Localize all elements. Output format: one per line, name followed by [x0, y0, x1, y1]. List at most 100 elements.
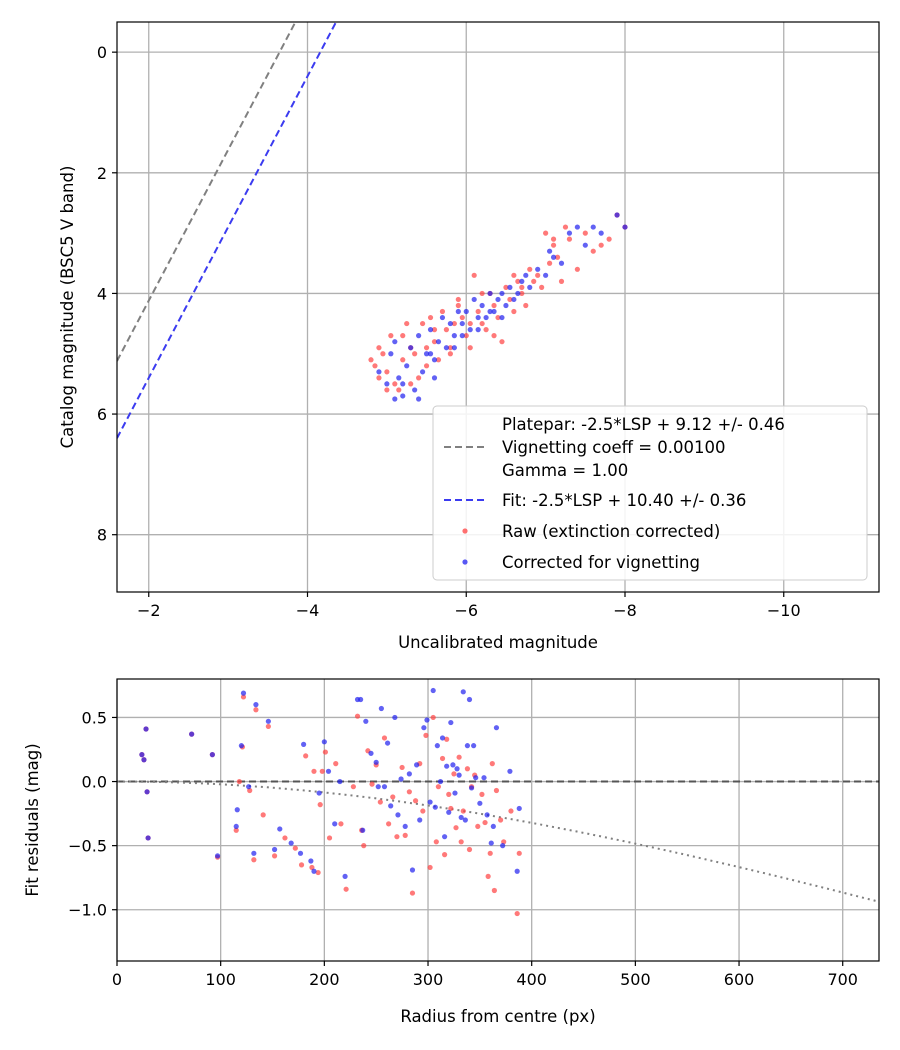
raw-point	[384, 387, 390, 393]
raw-residual-point	[354, 713, 361, 719]
corrected-point	[396, 375, 402, 381]
corrected-point	[412, 387, 418, 393]
bottom-x-tick-label: 100	[205, 970, 236, 989]
raw-residual-point	[319, 768, 325, 774]
raw-residual-point	[491, 887, 497, 894]
corrected-point	[427, 327, 434, 333]
corrected-point	[503, 302, 509, 309]
raw-residual-point	[453, 825, 459, 831]
corrected-residual-point	[240, 690, 247, 696]
corrected-residual-point	[448, 719, 454, 726]
corrected-point	[546, 248, 553, 254]
bottom-x-tick-label: 500	[620, 970, 651, 989]
raw-point	[562, 224, 569, 230]
raw-residual-point	[479, 791, 485, 797]
corrected-residual-point	[189, 731, 195, 737]
corrected-point	[392, 396, 398, 402]
corrected-point	[435, 339, 442, 345]
corrected-point	[459, 333, 465, 339]
corrected-residual-point	[332, 821, 338, 827]
raw-point	[479, 320, 485, 327]
corrected-residual-point	[473, 775, 479, 781]
corrected-residual-point	[493, 725, 500, 731]
top-y-tick-label: 2	[97, 164, 107, 183]
raw-residual-point	[271, 853, 278, 859]
raw-point	[519, 284, 525, 290]
raw-residual-point	[456, 754, 462, 760]
raw-point	[491, 302, 497, 309]
raw-point	[431, 327, 438, 333]
raw-point	[400, 357, 406, 363]
raw-point	[539, 284, 545, 290]
raw-point	[447, 351, 453, 357]
platepar-line	[117, 22, 297, 362]
corrected-residual-point	[141, 757, 147, 763]
corrected-residual-point	[368, 750, 374, 756]
raw-residual-point	[381, 735, 388, 741]
raw-point	[423, 363, 430, 369]
corrected-point	[491, 308, 497, 315]
raw-point	[523, 302, 529, 309]
corrected-point	[467, 327, 473, 333]
raw-point	[455, 296, 461, 303]
corrected-residual-point	[402, 823, 408, 830]
top-x-axis-label: Uncalibrated magnitude	[398, 633, 598, 652]
corrected-residual-point	[452, 790, 458, 796]
raw-point	[380, 351, 386, 357]
raw-residual-point	[423, 732, 429, 739]
raw-residual-point	[406, 789, 412, 795]
corrected-point	[519, 278, 525, 284]
corrected-point	[475, 327, 481, 333]
raw-residual-point	[458, 839, 464, 845]
corrected-point	[443, 345, 450, 351]
top-y-tick-label: 8	[97, 526, 107, 545]
legend: Platepar: -2.5*LSP + 9.12 +/- 0.46 Vigne…	[432, 405, 868, 581]
corrected-point	[507, 284, 513, 290]
corrected-residual-point	[288, 840, 294, 846]
corrected-point	[447, 320, 453, 327]
raw-residual-point	[326, 835, 333, 841]
corrected-residual-point	[446, 809, 452, 815]
raw-point	[582, 230, 588, 236]
corrected-residual-point	[395, 812, 401, 818]
raw-point	[392, 381, 398, 387]
raw-point	[531, 278, 537, 284]
corrected-point	[495, 296, 501, 303]
corrected-point	[566, 230, 573, 236]
corrected-residual-point	[468, 785, 475, 791]
raw-residual-point	[292, 845, 298, 851]
bottom-y-tick-label: −1.0	[68, 901, 107, 920]
raw-residual-point	[361, 843, 367, 849]
raw-point	[408, 381, 414, 387]
bottom-y-tick-label: −0.5	[68, 837, 107, 856]
corrected-point	[423, 351, 430, 357]
raw-residual-point	[303, 753, 309, 759]
corrected-residual-point	[406, 771, 412, 777]
corrected-residual-point	[139, 752, 145, 758]
raw-point	[483, 327, 489, 333]
corrected-residual-point	[398, 776, 404, 782]
corrected-residual-point	[514, 868, 520, 874]
corrected-residual-point	[466, 696, 473, 703]
corrected-point	[475, 314, 481, 321]
corrected-point	[614, 212, 620, 218]
corrected-residual-point	[277, 826, 283, 832]
raw-residual-point	[317, 802, 323, 808]
corrected-residual-point	[363, 718, 369, 724]
legend-corrected-marker	[462, 559, 468, 565]
corrected-residual-point	[430, 687, 436, 694]
raw-residual-point	[390, 794, 396, 800]
bottom-x-tick-label: 400	[516, 970, 547, 989]
raw-residual-point	[322, 749, 328, 755]
raw-point	[427, 314, 434, 321]
raw-point	[495, 314, 501, 321]
raw-residual-point	[377, 799, 383, 805]
corrected-point	[392, 339, 398, 345]
corrected-residual-point	[308, 858, 314, 864]
raw-point	[546, 260, 553, 266]
legend-fit-label: Fit: -2.5*LSP + 10.40 +/- 0.36	[502, 491, 746, 510]
raw-residual-point	[315, 869, 321, 876]
corrected-residual-point	[251, 850, 257, 856]
corrected-residual-point	[373, 759, 379, 765]
